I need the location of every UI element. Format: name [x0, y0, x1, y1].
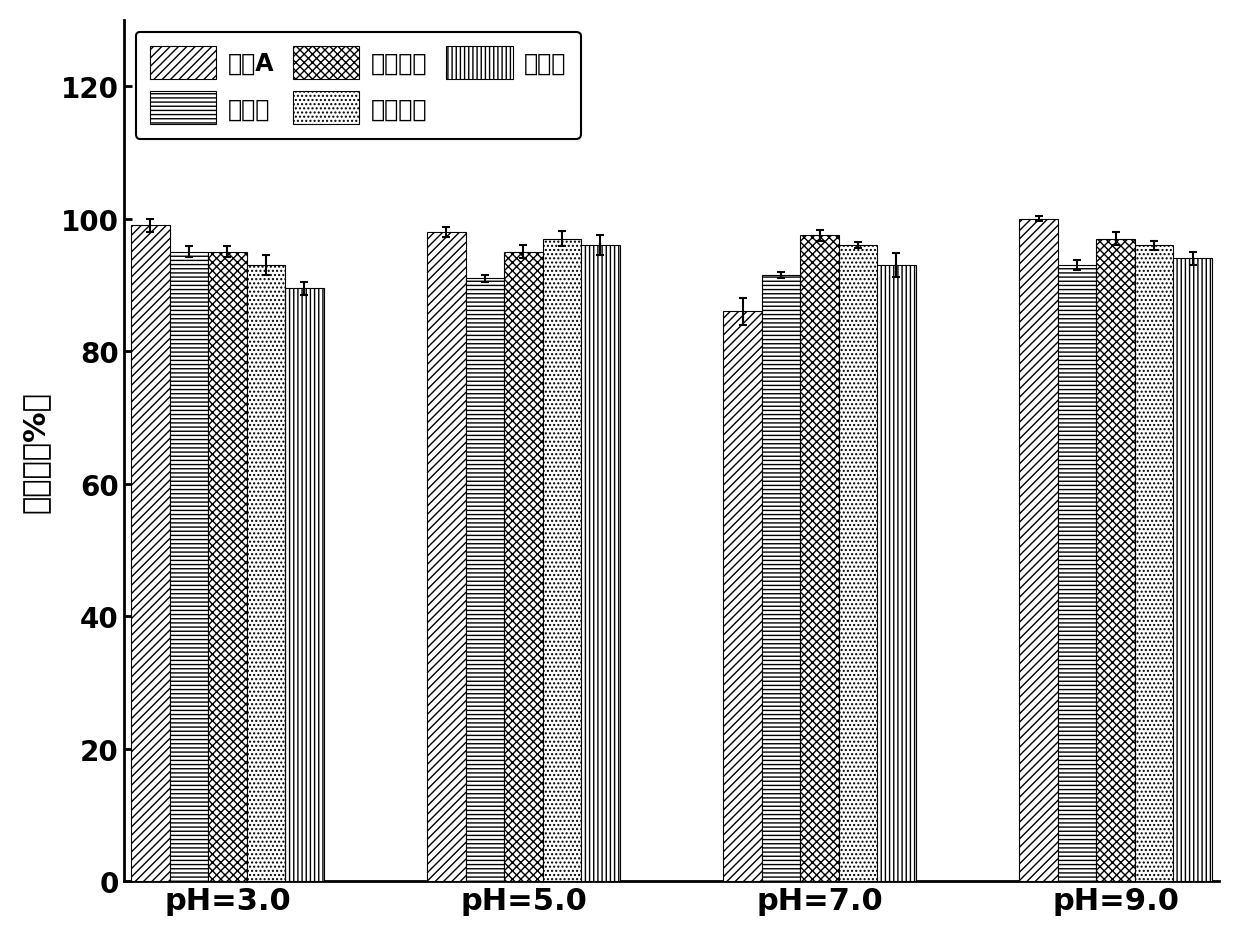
Bar — [800, 236, 838, 882]
Bar — [838, 246, 877, 882]
Bar — [428, 233, 466, 882]
Bar — [247, 266, 285, 882]
Bar — [505, 253, 543, 882]
Legend: 双酚A, 罗丹明, 磺胺嘧啶, 环丙沙星, 苯甲酸: 双酚A, 罗丹明, 磺胺嘧啶, 环丙沙星, 苯甲酸 — [135, 33, 580, 139]
Bar — [170, 253, 208, 882]
Y-axis label: 去除率（%）: 去除率（%） — [21, 390, 50, 512]
Bar — [208, 253, 247, 882]
Bar — [761, 276, 800, 882]
Bar — [1058, 266, 1096, 882]
Bar — [1173, 259, 1211, 882]
Bar — [1096, 240, 1135, 882]
Bar — [582, 246, 620, 882]
Bar — [285, 289, 324, 882]
Bar — [723, 312, 761, 882]
Bar — [466, 279, 505, 882]
Bar — [543, 240, 582, 882]
Bar — [1135, 246, 1173, 882]
Bar — [1019, 219, 1058, 882]
Bar — [131, 226, 170, 882]
Bar — [877, 266, 915, 882]
